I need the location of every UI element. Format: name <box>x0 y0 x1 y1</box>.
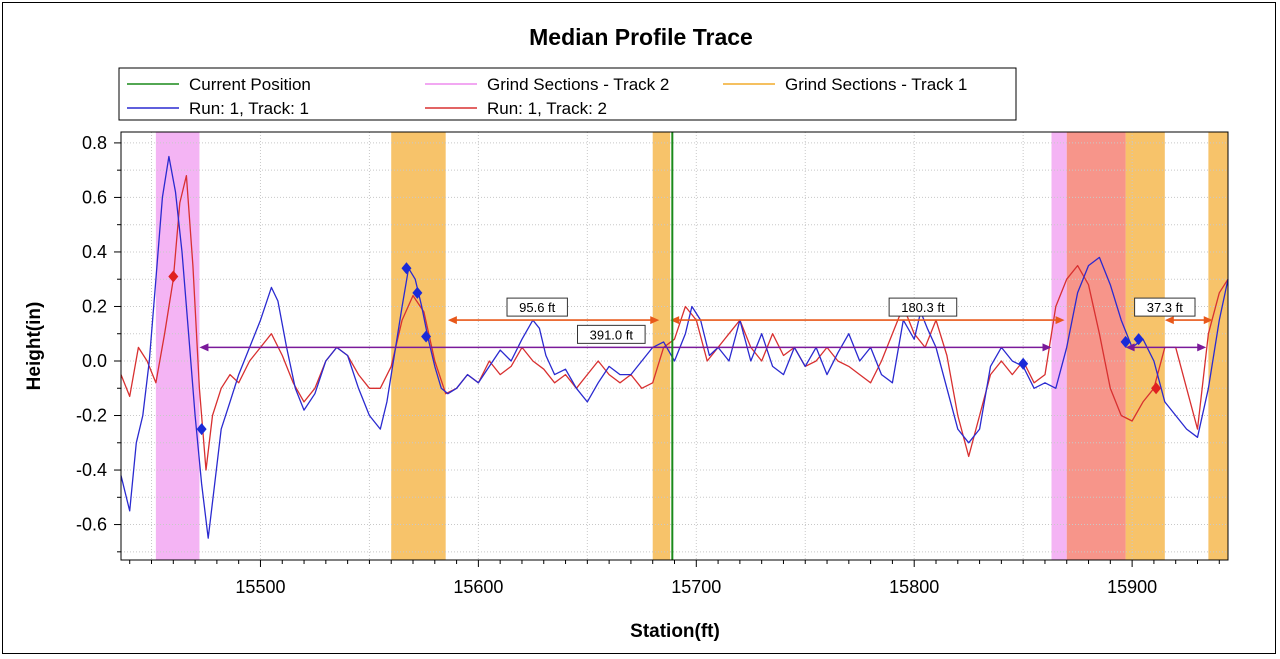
dimension-label: 180.3 ft <box>901 300 945 315</box>
legend-label: Grind Sections - Track 2 <box>487 75 669 94</box>
grind-section-track1 <box>1208 132 1228 560</box>
y-tick-label: 0.6 <box>82 187 107 207</box>
marker-track1 <box>421 330 432 343</box>
dimension-arrow-left <box>199 343 209 352</box>
dimension-label: 95.6 ft <box>519 300 556 315</box>
grind-section-track2 <box>155 132 200 560</box>
grind-section-track1 <box>391 132 446 560</box>
legend-label: Grind Sections - Track 1 <box>785 75 967 94</box>
dimension-arrow-right <box>1197 343 1207 352</box>
legend-label: Current Position <box>189 75 311 94</box>
marker-track1 <box>1018 357 1029 370</box>
dimension-arrow-left <box>1164 316 1174 325</box>
x-axis-label: Station(ft) <box>630 621 720 642</box>
dimension-arrow-right <box>650 316 660 325</box>
y-tick-label: -0.6 <box>76 515 107 535</box>
legend-box <box>118 67 1017 121</box>
marker-track2 <box>1151 382 1162 395</box>
legend-label: Run: 1, Track: 1 <box>189 99 309 118</box>
x-tick-label: 15800 <box>889 577 939 597</box>
marker-track1 <box>401 262 412 275</box>
marker-track1 <box>1133 333 1144 346</box>
grind-section-overlap <box>1066 132 1126 560</box>
dimension-label-box <box>888 297 958 317</box>
dimension-label-box <box>1134 297 1196 317</box>
dimension-arrow-right <box>1055 316 1065 325</box>
grind-section-track1 <box>652 132 671 560</box>
series-line <box>120 174 1229 471</box>
grind-section-track2 <box>1051 132 1067 560</box>
legend: Current Position Grind Sections - Track 2… <box>118 67 1017 121</box>
y-axis-label: Height(in) <box>24 302 45 391</box>
marker-track1 <box>1120 335 1131 348</box>
dimension-label: 391.0 ft <box>590 327 634 342</box>
y-tick-label: 0.4 <box>82 242 107 262</box>
chart-svg: Median Profile Trace Current Position Gri… <box>24 24 1229 642</box>
y-tick-label: -0.2 <box>76 406 107 426</box>
dimension-label-box <box>577 324 646 344</box>
dimension-arrow-left <box>447 316 457 325</box>
x-tick-label: 15900 <box>1107 577 1157 597</box>
marker-track1 <box>412 286 423 299</box>
dimension-arrow-left <box>1125 343 1135 352</box>
plot-area: 95.6 ft 391.0 ft 180.3 ft 37.3 ft <box>120 131 1229 561</box>
legend-label: Run: 1, Track: 2 <box>487 99 607 118</box>
x-tick-label: 15600 <box>453 577 503 597</box>
y-tick-label: 0.8 <box>82 133 107 153</box>
y-tick-label: 0.2 <box>82 296 107 316</box>
chart-title: Median Profile Trace <box>529 24 753 50</box>
x-tick-label: 15500 <box>235 577 285 597</box>
dimension-label-box <box>506 297 568 317</box>
dimension-arrow-left <box>670 316 680 325</box>
y-tick-label: -0.4 <box>76 460 107 480</box>
y-tick-label: 0.0 <box>82 351 107 371</box>
x-tick-label: 15700 <box>671 577 721 597</box>
dimension-label: 37.3 ft <box>1147 300 1184 315</box>
marker-track1 <box>196 423 207 436</box>
dimension-arrow-right <box>1203 316 1213 325</box>
dimension-arrow-right <box>1042 343 1052 352</box>
marker-track2 <box>168 270 179 283</box>
